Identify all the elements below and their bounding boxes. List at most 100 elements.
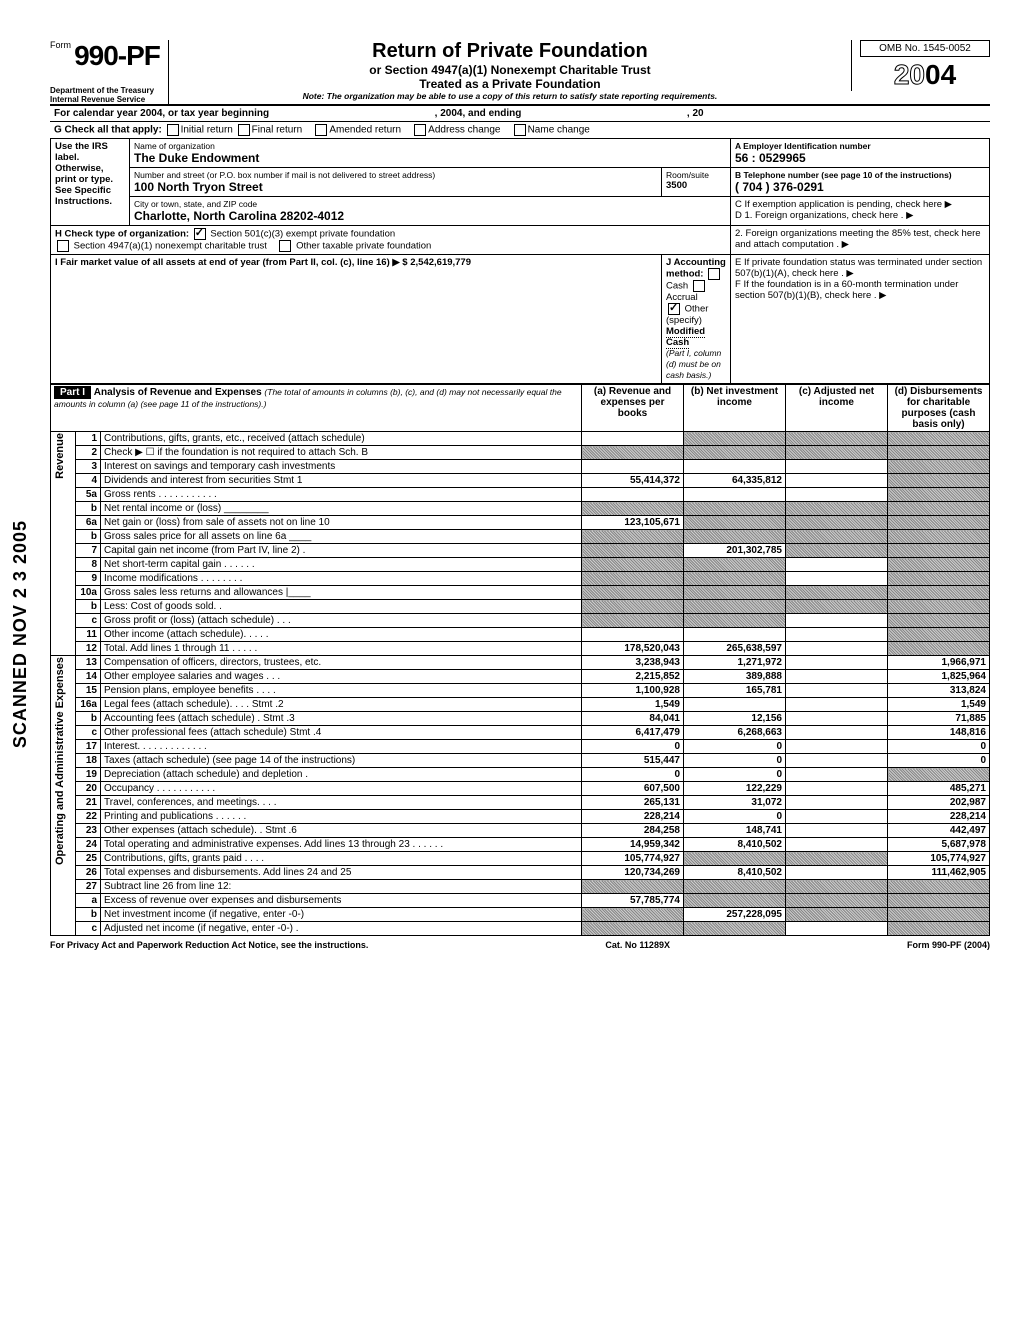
cell-c xyxy=(786,600,888,614)
row-number: 4 xyxy=(76,474,101,488)
cell-a: 0 xyxy=(582,740,684,754)
row-description: Net gain or (loss) from sale of assets n… xyxy=(101,516,582,530)
cell-c xyxy=(786,894,888,908)
row-number: b xyxy=(76,502,101,516)
form-subtitle2: Treated as a Private Foundation xyxy=(179,77,841,91)
table-row: 3Interest on savings and temporary cash … xyxy=(51,460,990,474)
cell-c xyxy=(786,866,888,880)
cell-a: 123,105,671 xyxy=(582,516,684,530)
cell-b: 8,410,502 xyxy=(684,866,786,880)
cell-b xyxy=(684,614,786,628)
other-method-checkbox[interactable] xyxy=(668,303,680,315)
table-row: 4Dividends and interest from securities … xyxy=(51,474,990,488)
cell-a: 84,041 xyxy=(582,712,684,726)
cell-c xyxy=(786,782,888,796)
row-description: Travel, conferences, and meetings. . . . xyxy=(101,796,582,810)
row-description: Other expenses (attach schedule). . Stmt… xyxy=(101,824,582,838)
table-row: 21Travel, conferences, and meetings. . .… xyxy=(51,796,990,810)
cell-c xyxy=(786,432,888,446)
cell-b: 6,268,663 xyxy=(684,726,786,740)
cash-checkbox[interactable] xyxy=(708,268,720,280)
cell-c xyxy=(786,614,888,628)
final-return-checkbox[interactable] xyxy=(238,124,250,136)
table-row: Operating and Administrative Expenses13C… xyxy=(51,656,990,670)
cell-a: 607,500 xyxy=(582,782,684,796)
table-row: 23Other expenses (attach schedule). . St… xyxy=(51,824,990,838)
row-description: Other professional fees (attach schedule… xyxy=(101,726,582,740)
cell-b: 1,271,972 xyxy=(684,656,786,670)
cell-a xyxy=(582,572,684,586)
cell-a xyxy=(582,446,684,460)
tel-value: ( 704 ) 376-0291 xyxy=(735,180,985,194)
501c3-checkbox[interactable] xyxy=(194,228,206,240)
cell-b: 0 xyxy=(684,754,786,768)
accrual-checkbox[interactable] xyxy=(693,280,705,292)
row-number: 7 xyxy=(76,544,101,558)
cell-e: 1,966,971 xyxy=(888,656,990,670)
cell-a: 6,417,479 xyxy=(582,726,684,740)
cell-e: 442,497 xyxy=(888,824,990,838)
cell-b xyxy=(684,432,786,446)
cell-b: 0 xyxy=(684,810,786,824)
city-label: City or town, state, and ZIP code xyxy=(134,199,726,209)
table-row: 9Income modifications . . . . . . . . xyxy=(51,572,990,586)
initial-return-checkbox[interactable] xyxy=(167,124,179,136)
row-description: Other income (attach schedule). . . . . xyxy=(101,628,582,642)
address-change-checkbox[interactable] xyxy=(414,124,426,136)
row-number: 19 xyxy=(76,768,101,782)
cell-e: 0 xyxy=(888,740,990,754)
cell-c xyxy=(786,852,888,866)
org-name-value: The Duke Endowment xyxy=(134,151,726,165)
cell-c xyxy=(786,572,888,586)
city-value: Charlotte, North Carolina 28202-4012 xyxy=(134,209,726,223)
ein-value: 56 : 0529965 xyxy=(735,151,985,165)
cell-b xyxy=(684,530,786,544)
cell-b xyxy=(684,516,786,530)
cell-a: 228,214 xyxy=(582,810,684,824)
cell-e xyxy=(888,768,990,782)
cell-b xyxy=(684,572,786,586)
cell-b xyxy=(684,852,786,866)
row-description: Pension plans, employee benefits . . . . xyxy=(101,684,582,698)
table-row: 11Other income (attach schedule). . . . … xyxy=(51,628,990,642)
cell-c xyxy=(786,908,888,922)
cell-c xyxy=(786,474,888,488)
e-terminated: E If private foundation status was termi… xyxy=(735,257,985,279)
row-number: 16a xyxy=(76,698,101,712)
cell-c xyxy=(786,754,888,768)
table-row: 19Depreciation (attach schedule) and dep… xyxy=(51,768,990,782)
amended-return-checkbox[interactable] xyxy=(315,124,327,136)
table-row: 18Taxes (attach schedule) (see page 14 o… xyxy=(51,754,990,768)
cell-e: 105,774,927 xyxy=(888,852,990,866)
cell-a xyxy=(582,432,684,446)
cell-c xyxy=(786,516,888,530)
4947-checkbox[interactable] xyxy=(57,240,69,252)
cell-e: 148,816 xyxy=(888,726,990,740)
row-number: 15 xyxy=(76,684,101,698)
cell-c xyxy=(786,838,888,852)
cell-b: 265,638,597 xyxy=(684,642,786,656)
table-row: 2Check ▶ ☐ if the foundation is not requ… xyxy=(51,446,990,460)
row-description: Capital gain net income (from Part IV, l… xyxy=(101,544,582,558)
cell-a xyxy=(582,460,684,474)
cell-c xyxy=(786,740,888,754)
cell-b: 122,229 xyxy=(684,782,786,796)
other-taxable-checkbox[interactable] xyxy=(279,240,291,252)
row-description: Income modifications . . . . . . . . xyxy=(101,572,582,586)
row-description: Depreciation (attach schedule) and deple… xyxy=(101,768,582,782)
row-description: Subtract line 26 from line 12: xyxy=(101,880,582,894)
cell-a xyxy=(582,908,684,922)
name-change-checkbox[interactable] xyxy=(514,124,526,136)
cell-b xyxy=(684,586,786,600)
street-label: Number and street (or P.O. box number if… xyxy=(134,170,657,180)
cell-a: 57,785,774 xyxy=(582,894,684,908)
table-row: bNet investment income (if negative, ent… xyxy=(51,908,990,922)
room-label: Room/suite xyxy=(666,170,726,180)
table-row: 20Occupancy . . . . . . . . . . .607,500… xyxy=(51,782,990,796)
cell-b xyxy=(684,628,786,642)
table-row: 22Printing and publications . . . . . .2… xyxy=(51,810,990,824)
row-description: Gross sales price for all assets on line… xyxy=(101,530,582,544)
row-number: c xyxy=(76,922,101,936)
row-number: 2 xyxy=(76,446,101,460)
table-row: bGross sales price for all assets on lin… xyxy=(51,530,990,544)
